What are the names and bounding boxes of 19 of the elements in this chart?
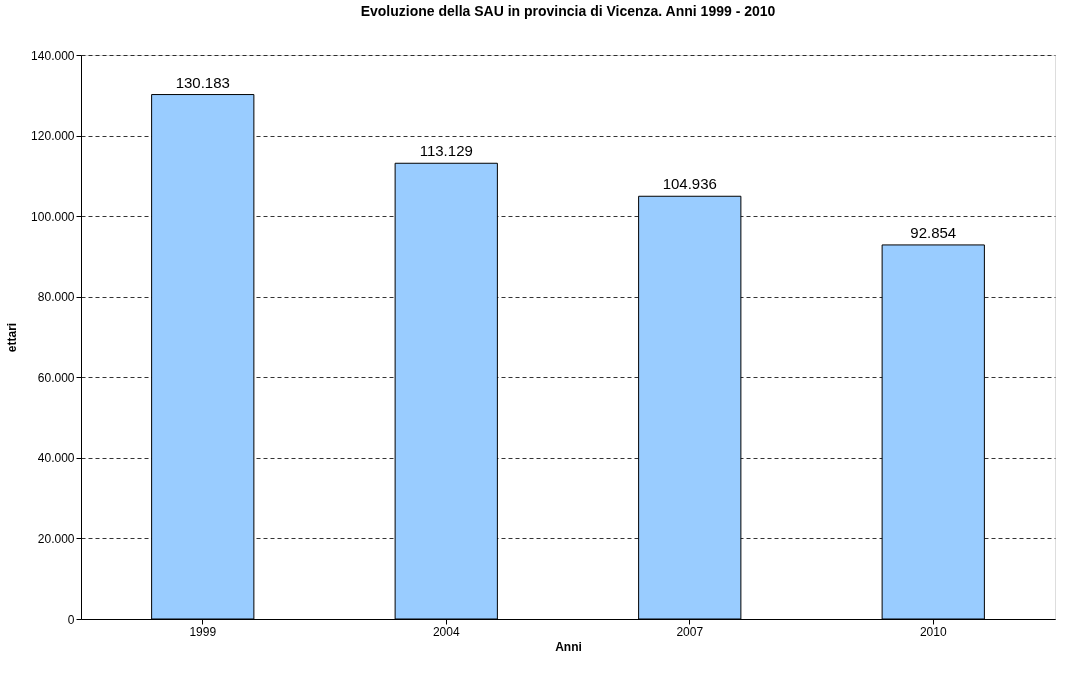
chart-title: Evoluzione della SAU in provincia di Vicenza. Anni 1999 - 2010 — [360, 3, 776, 19]
data-label: 104.936 — [662, 175, 717, 193]
x-tick-label: 2004 — [432, 624, 460, 639]
data-label: 92.854 — [910, 223, 957, 241]
y-tick-label: 60.000 — [37, 370, 75, 385]
y-tick-label: 20.000 — [37, 531, 75, 546]
x-tick-label: 1999 — [189, 624, 217, 639]
y-tick-label: 40.000 — [37, 451, 75, 466]
y-axis-title: ettari — [5, 322, 20, 353]
y-tick-label: 140.000 — [31, 48, 75, 63]
data-label: 113.129 — [419, 142, 473, 160]
y-tick-label: 0 — [67, 612, 75, 627]
y-tick-label: 80.000 — [37, 290, 75, 305]
data-label: 130.183 — [175, 73, 230, 91]
y-tick-label: 120.000 — [31, 129, 75, 144]
y-tick-label: 100.000 — [31, 209, 75, 224]
x-tick-label: 2010 — [919, 624, 947, 639]
x-axis-title: Anni — [555, 639, 582, 654]
x-tick-label: 2007 — [676, 624, 704, 639]
